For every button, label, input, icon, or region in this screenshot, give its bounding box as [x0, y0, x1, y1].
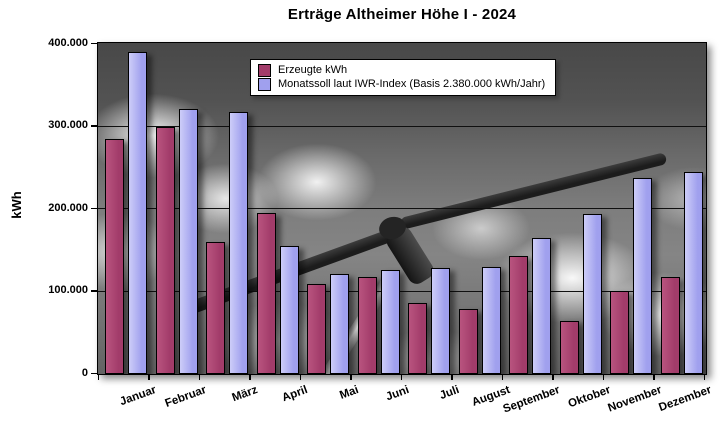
gridline [98, 208, 706, 209]
bar-monatssoll [431, 267, 450, 374]
bar-erzeugte [408, 303, 427, 374]
bar-monatssoll [380, 270, 400, 374]
x-axis-label: März [230, 384, 259, 405]
x-axis-label: Juni [384, 384, 411, 404]
x-axis-label: Januar [118, 384, 158, 409]
bar-erzeugte [559, 321, 579, 374]
bar-monatssoll [128, 52, 147, 374]
x-tick-mark [198, 375, 201, 380]
y-tick-label: 100.000 [48, 284, 88, 296]
x-tick-mark [350, 375, 352, 380]
y-tick-label: 300.000 [48, 119, 88, 131]
gridline [98, 290, 706, 292]
x-tick-mark [602, 375, 605, 380]
y-tick-label: 400.000 [48, 36, 88, 49]
bar-monatssoll [279, 246, 299, 374]
y-tick-mark [91, 207, 97, 210]
bar-monatssoll [229, 112, 248, 374]
plot-area: Erzeugte kWh Monatssoll laut IWR-Index (B… [97, 42, 707, 375]
x-tick-mark [653, 375, 655, 380]
x-axis-label: April [280, 384, 310, 405]
y-tick-mark [91, 42, 97, 45]
legend-label: Erzeugte kWh [278, 64, 348, 76]
y-tick-mark [91, 290, 97, 292]
y-tick-mark [91, 372, 97, 375]
x-tick-mark [400, 375, 403, 380]
legend: Erzeugte kWh Monatssoll laut IWR-Index (B… [250, 59, 557, 96]
bar-monatssoll [582, 213, 602, 374]
y-tick-mark [91, 125, 97, 127]
bar-erzeugte [206, 242, 225, 374]
bar-monatssoll [683, 171, 703, 374]
y-tick-label: 0 [81, 366, 88, 379]
x-tick-mark [299, 375, 302, 380]
legend-item: Erzeugte kWh [258, 63, 545, 77]
legend-label: Monatssoll laut IWR-Index (Basis 2.380.0… [278, 78, 546, 90]
bar-erzeugte [155, 126, 175, 374]
bar-monatssoll [330, 274, 349, 374]
bar-monatssoll [481, 266, 501, 374]
bar-erzeugte [509, 256, 528, 374]
bar-monatssoll [178, 109, 198, 374]
x-tick-mark [148, 375, 150, 380]
bar-erzeugte [458, 308, 478, 374]
bar-erzeugte [357, 276, 377, 374]
x-tick-mark [703, 375, 706, 380]
legend-item: Monatssoll laut IWR-Index (Basis 2.380.0… [258, 77, 545, 91]
x-axis-label: November [605, 384, 663, 415]
wind-turbine-blade-right [399, 152, 668, 230]
x-tick-mark [451, 375, 453, 380]
x-axis-label: Juli [438, 384, 461, 403]
bar-erzeugte [256, 213, 276, 374]
bar-erzeugte [660, 276, 680, 374]
x-axis-label: Dezember [657, 384, 714, 415]
x-axis-label: Mai [337, 384, 360, 402]
gridline [98, 125, 706, 127]
x-tick-mark [97, 375, 100, 380]
legend-swatch [258, 77, 271, 91]
x-axis-label: Februar [164, 384, 209, 410]
x-axis-label: September [501, 384, 562, 416]
y-tick-label: 200.000 [48, 201, 88, 214]
x-tick-mark [249, 375, 251, 380]
legend-swatch [258, 63, 271, 77]
bar-erzeugte [307, 284, 326, 374]
legend-rows: Erzeugte kWh Monatssoll laut IWR-Index (B… [258, 63, 545, 91]
bar-erzeugte [610, 290, 629, 374]
chart-title: Erträge Altheimer Höhe I - 2024 [287, 6, 517, 23]
x-axis-label: Oktober [566, 384, 613, 411]
x-tick-mark [552, 375, 554, 380]
x-tick-mark [501, 375, 504, 380]
bar-erzeugte [105, 138, 124, 374]
bar-monatssoll [532, 237, 551, 374]
bar-monatssoll [633, 178, 652, 374]
